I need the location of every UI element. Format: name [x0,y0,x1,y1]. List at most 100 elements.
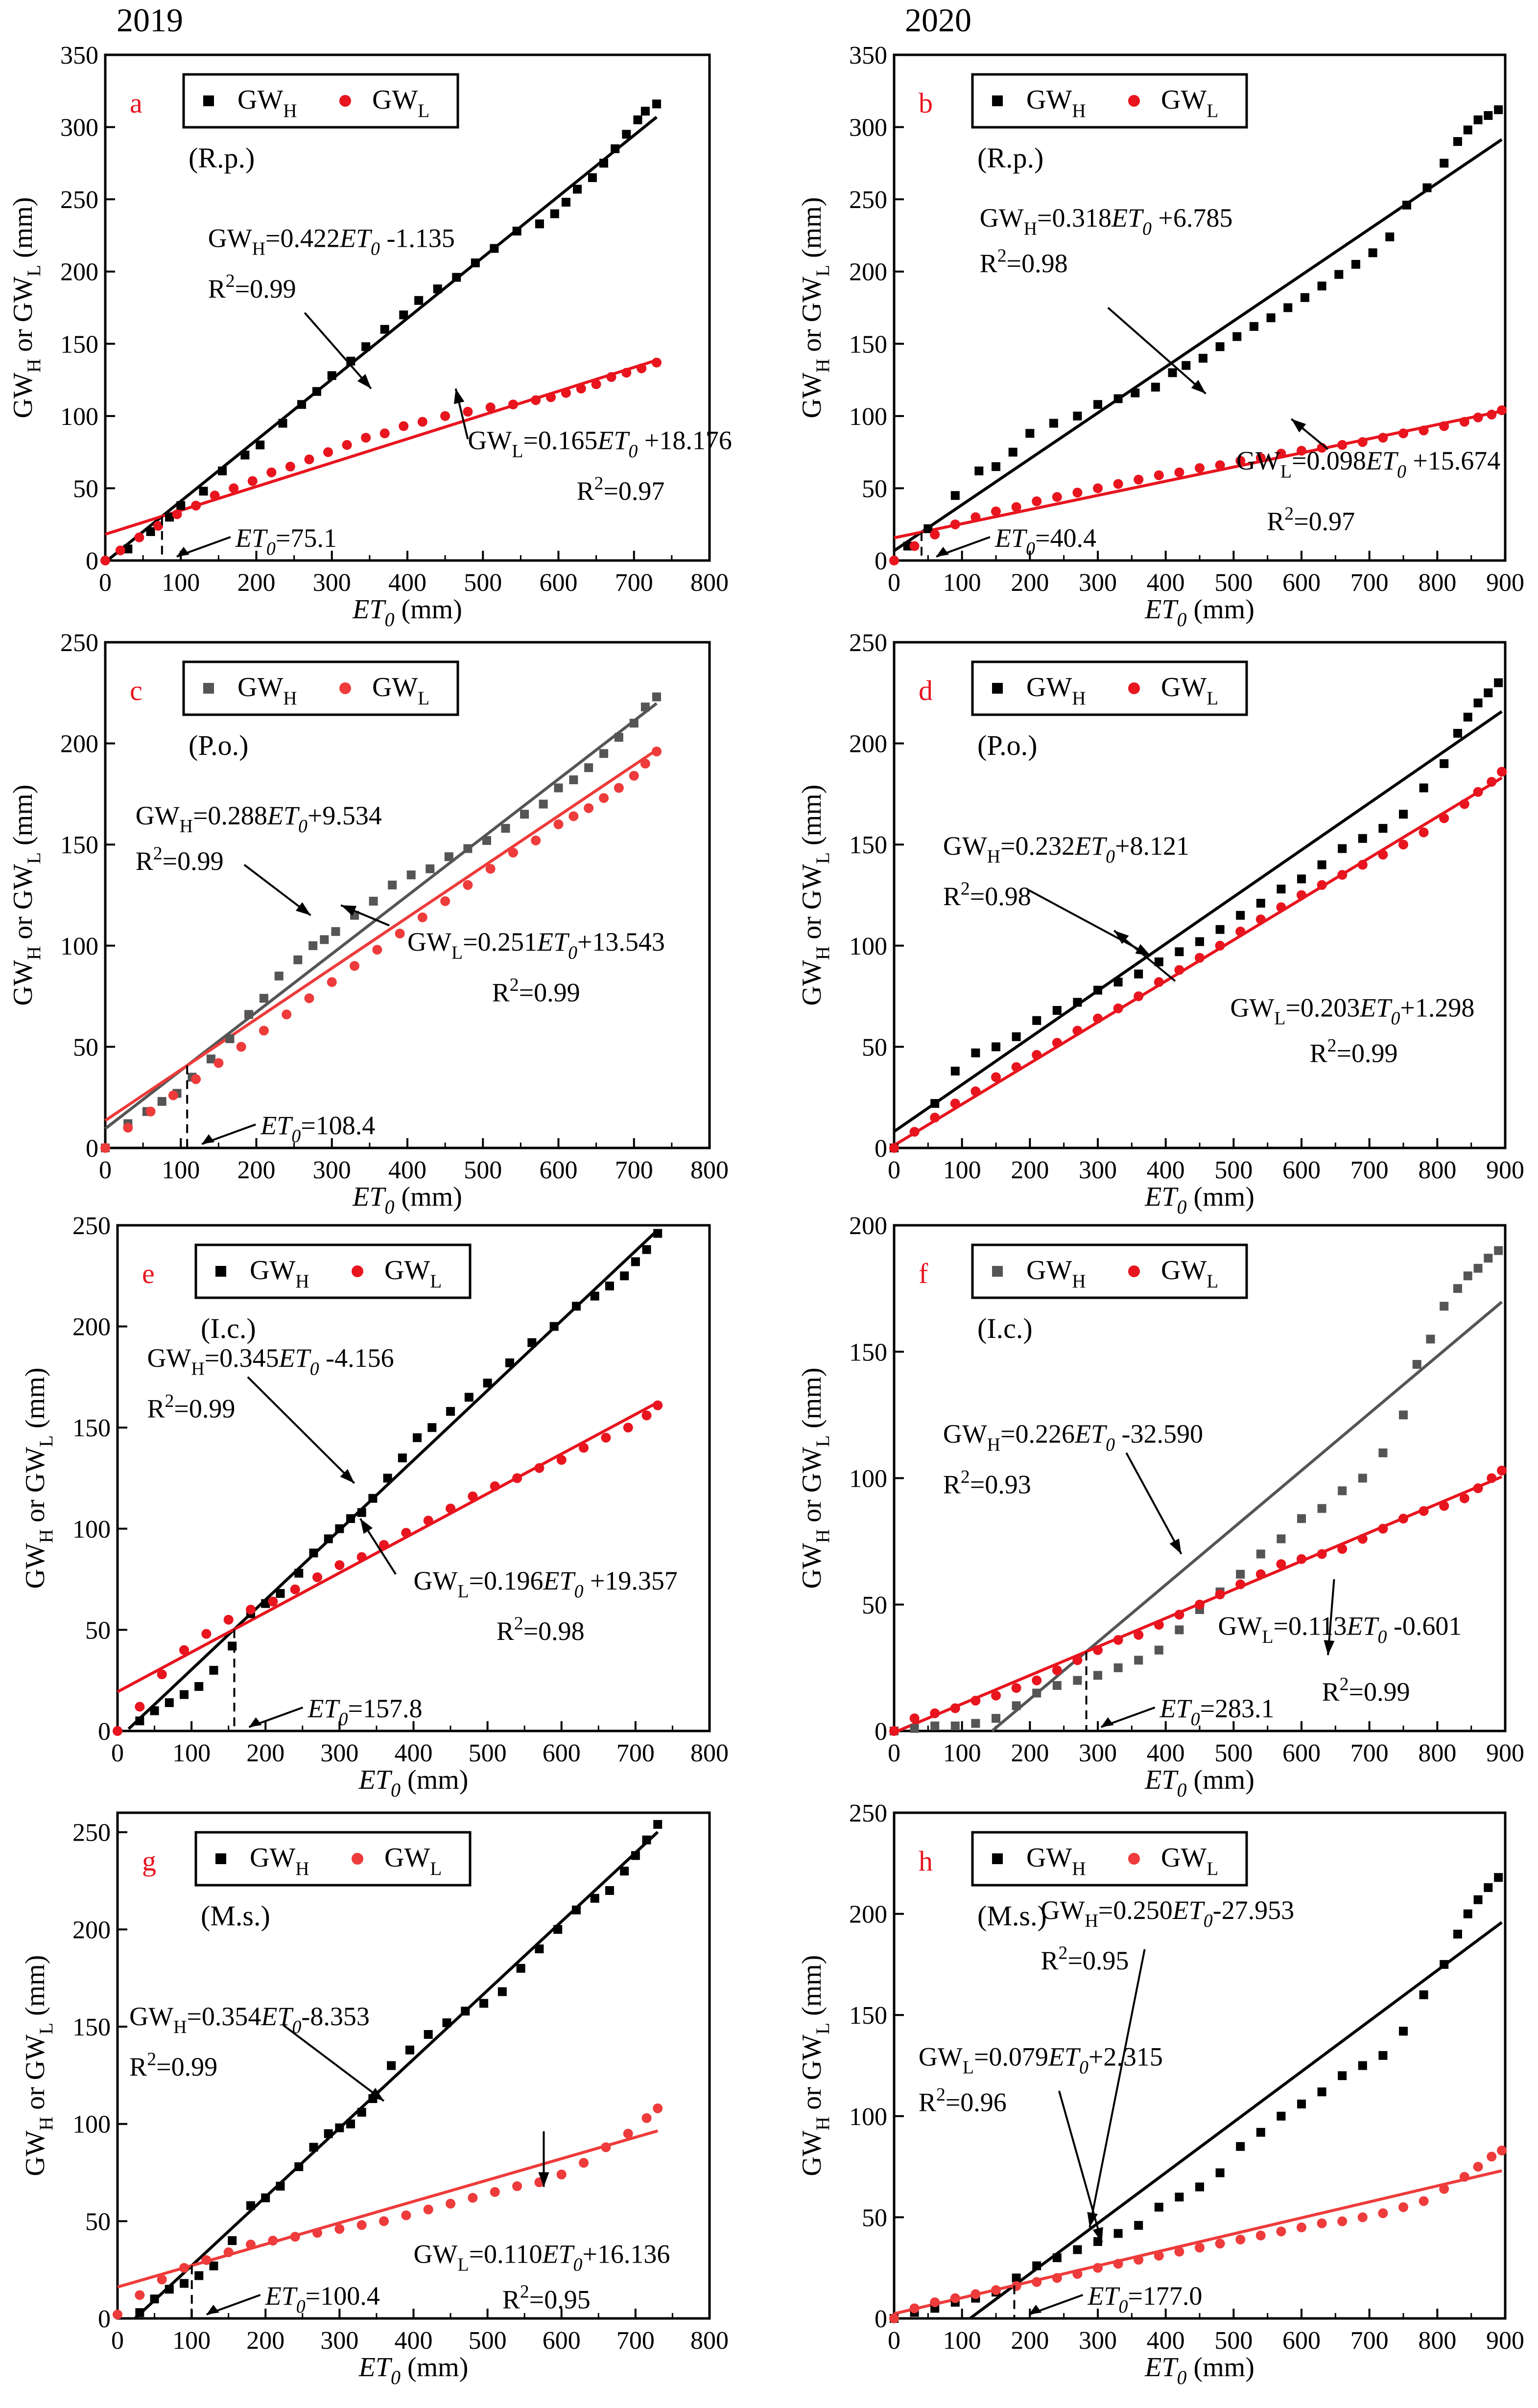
x-tick-label: 800 [690,569,729,597]
data-point-l [1439,2184,1449,2194]
data-point-l [312,2228,323,2238]
data-point-h [1236,1569,1245,1579]
data-point-h [505,1358,514,1367]
data-point-h [569,775,578,784]
data-point-h [331,927,340,936]
x-tick-label: 700 [1350,2327,1389,2355]
data-point-l [342,440,352,450]
data-point-l [629,771,639,781]
data-point-h [228,2236,237,2245]
x-tick-label: 0 [99,569,112,597]
r2-h: R2=0.98 [943,879,1031,912]
annotation-arrow-h [283,2024,385,2102]
equation-h: GWH​=0.250ET0-27.953 [1041,1895,1295,1931]
data-point-l [579,1443,589,1453]
data-point-h [903,541,912,551]
x-tick-label: 200 [1011,1156,1049,1184]
data-point-l [1052,492,1062,502]
y-tick-label: 0 [875,1135,887,1163]
plot-frame [893,53,1507,562]
data-point-l [1174,1610,1184,1620]
panel-a: 0 100 200 300 400 500 600 700 800 0 50 100 150 200 250… [8,42,732,631]
data-point-h [512,227,521,236]
data-point-l [606,372,616,382]
data-point-h [1317,860,1326,869]
data-point-l [210,491,220,501]
equation-l: GWL​=0.098ET0 +15.674 [1236,446,1500,482]
x-tick-label: 400 [388,569,426,597]
data-point-l [991,1072,1001,1082]
data-point-l [1419,425,1429,436]
y-tick-label: 200 [60,730,98,758]
crossover-label: ET0=75.1 [235,523,337,559]
equation-h: GWH​=0.354ET0-8.353 [129,2002,370,2037]
data-point-l [534,1463,544,1473]
legend-box [971,1831,1248,1887]
data-point-h [1484,1883,1493,1892]
data-point-l [113,2310,122,2320]
data-point-l [266,467,277,477]
legend-label-h: GWH​ [1026,85,1086,121]
data-point-h [1012,1701,1021,1710]
data-point-l [1134,2255,1144,2265]
data-point-l [568,811,579,821]
data-point-l [490,2187,500,2197]
legend-box [971,660,1248,716]
x-tick-label: 0 [888,1156,900,1184]
data-point-l [1337,1544,1348,1554]
data-point-l [512,2181,522,2191]
data-point-h [501,824,510,833]
x-tick-label: 800 [1418,1739,1456,1767]
data-point-h [1195,937,1204,946]
y-tick-label: 100 [849,1465,887,1493]
data-point-l [1357,2212,1368,2222]
data-point-l [508,399,518,410]
data-point-l [641,2113,652,2123]
data-point-h [1402,200,1411,210]
y-axis-label: GWH​ or GWL​ (mm) [797,197,833,419]
y-tick-label: 0 [98,2305,111,2333]
data-point-l [991,1690,1001,1701]
annotation-arrow-h [1088,1949,1146,2228]
legend-label-l: GWL​ [384,1255,442,1292]
x-axis-label: ET0 (mm) [352,1182,462,1218]
data-point-h [387,2061,396,2070]
r2-l: R2=0.95 [502,2282,591,2314]
data-point-l [970,512,981,522]
data-point-l [546,392,556,402]
x-tick-label: 400 [395,1739,433,1767]
data-point-h [497,1987,507,1996]
y-tick-label: 150 [60,831,98,859]
x-tick-label: 800 [690,2327,729,2355]
data-point-h [535,219,544,229]
legend-label-h: GWH​ [250,1843,309,1879]
x-tick-label: 700 [1350,1739,1389,1767]
data-point-l [950,1703,960,1713]
annotation-arrow-hhead [340,1469,355,1483]
data-point-h [1073,1676,1082,1685]
data-point-h [1175,2193,1184,2202]
data-point-l [1154,977,1164,987]
data-point-h [1484,111,1493,120]
data-point-l [1398,1514,1408,1524]
y-tick-label: 50 [862,475,887,503]
data-point-h [471,258,480,268]
data-point-l [1032,2277,1042,2287]
annotation-arrow-lhead [1092,2227,1103,2243]
data-point-l [1337,2216,1348,2226]
data-point-l [1357,1534,1368,1544]
data-point-l [356,1552,367,1562]
y-tick-label: 150 [849,831,887,859]
data-point-l [1337,870,1348,880]
legend-marker-l [339,95,351,107]
data-point-l [145,1106,156,1117]
data-point-l [417,912,427,922]
data-point-l [579,2158,589,2168]
data-point-h [1358,2061,1367,2070]
data-point-h [1453,137,1462,146]
data-point-h [1378,1448,1388,1457]
x-tick-label: 200 [246,2327,284,2355]
data-point-h [1256,2127,1265,2137]
r2-l: R2=0.99 [1310,1035,1398,1068]
x-tick-label: 100 [943,1156,981,1184]
